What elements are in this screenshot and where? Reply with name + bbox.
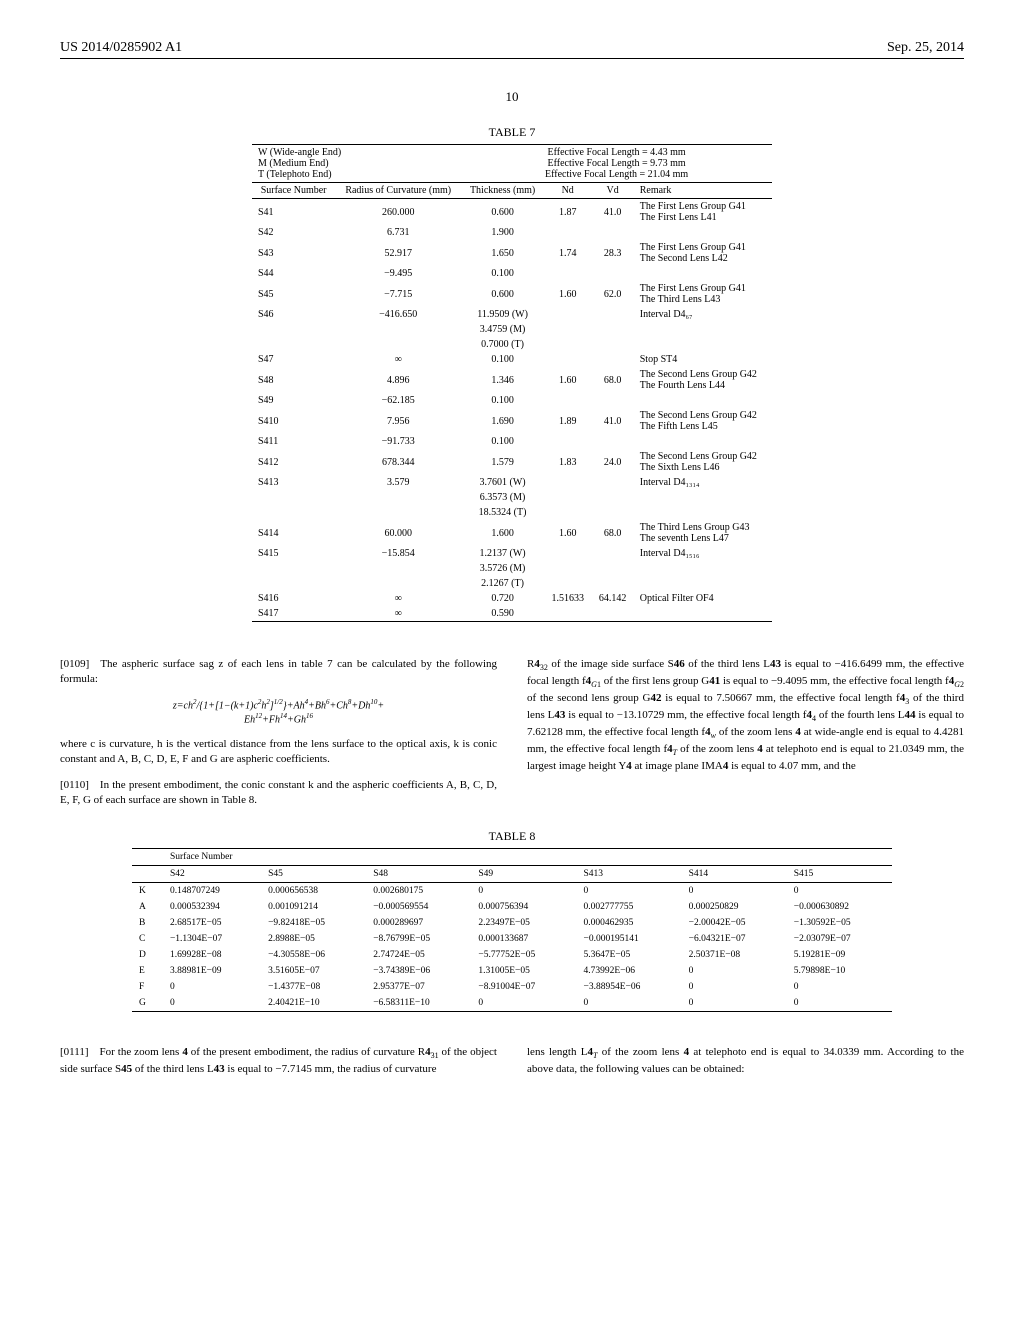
table-row: G02.40421E−10−6.58311E−100000 [132,995,892,1012]
table-row: B2.68517E−05−9.82418E−050.0002896972.234… [132,915,892,931]
table-row: S41260.0000.6001.8741.0The First Lens Gr… [252,199,772,226]
table-col-header: S49 [471,865,576,882]
table-col-header [132,865,163,882]
col-nd: Nd [544,183,592,199]
efl-t: Effective Focal Length = 21.04 mm [545,169,688,180]
table-row: 3.4759 (M) [252,322,772,337]
right-column: R432 of the image side surface S46 of th… [527,646,964,819]
mode-m: M (Medium End) [258,158,329,169]
table-row: S46−416.65011.9509 (W)Interval D4₆₇ [252,307,772,322]
col-vd: Vd [591,183,633,199]
table-col-header: S414 [682,865,787,882]
col-rem: Remark [634,183,772,199]
table-col-header: S415 [787,865,892,882]
mode-t: T (Telephoto End) [258,169,332,180]
efl-w: Effective Focal Length = 4.43 mm [548,147,686,158]
t8-header: Surface Number [163,848,892,865]
table-row: S4352.9171.6501.7428.3The First Lens Gro… [252,240,772,266]
table-row: S416∞0.7201.5163364.142Optical Filter OF… [252,591,772,606]
table-row: 6.3573 (M) [252,490,772,505]
page-header: US 2014/0285902 A1 Sep. 25, 2014 [60,40,964,59]
table-row: S41460.0001.6001.6068.0The Third Lens Gr… [252,520,772,546]
table-row: K0.1487072490.0006565380.0026801750000 [132,882,892,899]
table-row: 0.7000 (T) [252,337,772,352]
publication-date: Sep. 25, 2014 [887,40,964,56]
table-row: S44−9.4950.100 [252,266,772,281]
para-right: R432 of the image side surface S46 of th… [527,657,964,774]
table-row: S49−62.1850.100 [252,393,772,408]
table-col-header: S42 [163,865,261,882]
table-row: S426.7311.900 [252,225,772,240]
mode-w: W (Wide-angle End) [258,147,341,158]
table-row: S411−91.7330.100 [252,434,772,449]
col-surf: Surface Number [252,183,335,199]
publication-number: US 2014/0285902 A1 [60,40,182,56]
page-number: 10 [60,89,964,105]
table-row: S4133.5793.7601 (W)Interval D4₁₃₁₄ [252,475,772,490]
table-row: S412678.3441.5791.8324.0The Second Lens … [252,449,772,475]
table-row: 18.5324 (T) [252,505,772,520]
table8: Surface Number S42S45S48S49S413S414S415 … [132,848,892,1018]
aspheric-formula: z=ch2/{1+[1−(k+1)c2h2]1/2}+Ah4+Bh6+Ch8+D… [60,698,497,727]
table-row: D1.69928E−08−4.30558E−062.74724E−05−5.77… [132,947,892,963]
body-columns: [0109] The aspheric surface sag z of eac… [60,646,964,819]
table-row: S417∞0.590 [252,606,772,622]
para-0109: [0109] The aspheric surface sag z of eac… [60,657,497,687]
table-row: S47∞0.100Stop ST4 [252,352,772,367]
table-row: S45−7.7150.6001.6062.0The First Lens Gro… [252,281,772,307]
para-0110: [0110] In the present embodiment, the co… [60,778,497,808]
table8-title: TABLE 8 [60,829,964,844]
table-row: C−1.1304E−072.8988E−05−8.76799E−050.0001… [132,931,892,947]
table7: W (Wide-angle End) M (Medium End) T (Tel… [252,144,772,626]
table-row: 2.1267 (T) [252,576,772,591]
table-row: 3.5726 (M) [252,561,772,576]
table-row: S415−15.8541.2137 (W)Interval D4₁₅₁₆ [252,546,772,561]
table-row: E3.88981E−093.51605E−07−3.74389E−061.310… [132,963,892,979]
table-row: S4107.9561.6901.8941.0The Second Lens Gr… [252,408,772,434]
para-0111: [0111] For the zoom lens 4 of the presen… [60,1045,497,1077]
table-row: F0−1.4377E−082.95377E−07−8.91004E−07−3.8… [132,979,892,995]
col-thk: Thickness (mm) [461,183,544,199]
table-row: A0.0005323940.001091214−0.0005695540.000… [132,899,892,915]
table-col-header: S48 [366,865,471,882]
bottom-right: lens length L4T of the zoom lens 4 at te… [527,1034,964,1088]
table-row: S484.8961.3461.6068.0The Second Lens Gro… [252,367,772,393]
col-roc: Radius of Curvature (mm) [335,183,461,199]
bottom-columns: [0111] For the zoom lens 4 of the presen… [60,1034,964,1088]
para-0111b: lens length L4T of the zoom lens 4 at te… [527,1045,964,1077]
table7-title: TABLE 7 [60,125,964,140]
table-col-header: S45 [261,865,366,882]
bottom-left: [0111] For the zoom lens 4 of the presen… [60,1034,497,1088]
table-col-header: S413 [576,865,681,882]
efl-m: Effective Focal Length = 9.73 mm [548,158,686,169]
para-0109b: where c is curvature, h is the vertical … [60,737,497,767]
left-column: [0109] The aspheric surface sag z of eac… [60,646,497,819]
